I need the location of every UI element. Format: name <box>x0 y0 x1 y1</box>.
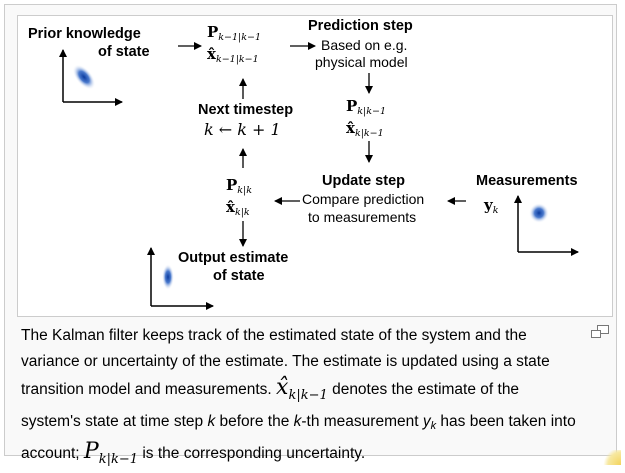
resize-corner <box>603 450 621 465</box>
kalman-diagram[interactable]: Prior knowledge of state Pk−1|k−1 x̂k−1|… <box>17 15 613 317</box>
figure-caption: The Kalman filter keeps track of the est… <box>21 327 576 467</box>
update-step-desc-2: to measurements <box>308 209 417 225</box>
prior-knowledge-label-2: of state <box>98 44 150 60</box>
measurements-title: Measurements <box>476 173 578 189</box>
xhat-math: x̂k|k−1 <box>276 375 328 403</box>
next-timestep-title: Next timestep <box>198 102 294 118</box>
magnify-icon[interactable] <box>591 325 609 339</box>
next-timestep-formula: k ← k + 1 <box>204 120 281 139</box>
output-estimate-label-2: of state <box>213 268 265 284</box>
measurement-blob <box>529 203 549 223</box>
prior-uncertainty-blob <box>72 64 96 90</box>
predicted-estimate: Pk|k−1 x̂k|k−1 <box>346 97 386 139</box>
prediction-step-title: Prediction step <box>308 18 413 34</box>
prior-knowledge-label: Prior knowledge <box>28 26 141 42</box>
prediction-step-desc-1: Based on e.g. <box>321 37 408 53</box>
update-step-desc-1: Compare prediction <box>302 191 425 207</box>
measurement-symbol: yk <box>484 196 499 216</box>
measurement-plot <box>514 195 579 256</box>
diagram-graphics <box>59 42 579 310</box>
output-estimate-blob <box>162 264 174 290</box>
prior-covariance-estimate: Pk−1|k−1 x̂k−1|k−1 <box>207 23 262 65</box>
p-math: Pk|k−1 <box>83 439 139 467</box>
update-step-title: Update step <box>322 173 405 189</box>
figure-thumbnail: Prior knowledge of state Pk−1|k−1 x̂k−1|… <box>4 4 617 467</box>
updated-estimate: Pk|k x̂k|k <box>226 176 252 218</box>
prediction-step-desc-2: physical model <box>315 54 408 70</box>
prior-state-plot <box>59 49 123 106</box>
output-state-plot <box>147 247 214 310</box>
output-estimate-label: Output estimate <box>178 250 289 266</box>
